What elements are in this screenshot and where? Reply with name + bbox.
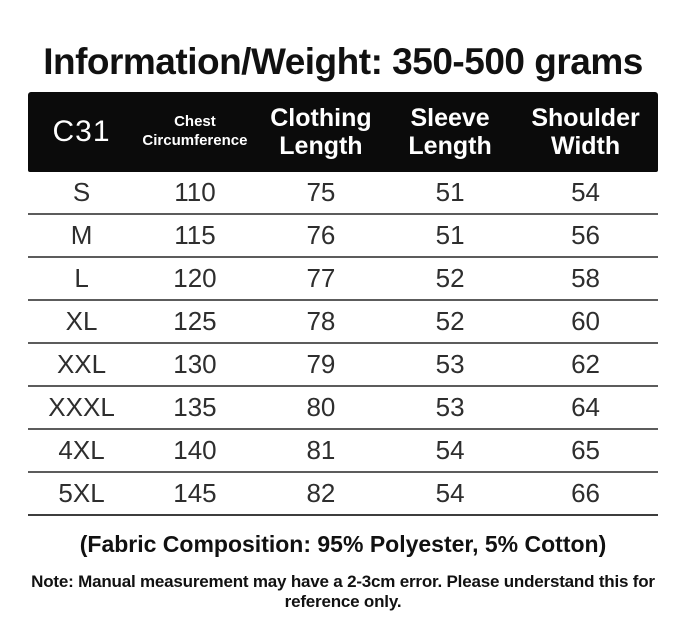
- cell-sleeve-length: 54: [435, 434, 465, 465]
- cell-sleeve-length: 53: [435, 391, 465, 422]
- cell-clothing-length: 82: [306, 477, 336, 508]
- table-row: XXL 130 79 53 62: [28, 343, 658, 386]
- cell-shoulder-width: 58: [571, 262, 600, 293]
- cell-size: S: [72, 176, 91, 207]
- cell-shoulder-width: 56: [571, 219, 600, 250]
- table-row: 4XL 140 81 54 65: [28, 429, 658, 472]
- cell-clothing-length: 76: [306, 219, 336, 250]
- col-header-sleeve-length: Sleeve Length: [387, 91, 514, 172]
- cell-sleeve-length: 52: [435, 262, 465, 293]
- cell-clothing-length: 81: [306, 434, 336, 465]
- cell-chest-circumference: 120: [173, 262, 217, 293]
- cell-clothing-length: 77: [306, 262, 336, 293]
- cell-shoulder-width: 65: [571, 434, 600, 465]
- cell-clothing-length: 78: [306, 305, 336, 336]
- cell-sleeve-length: 53: [435, 348, 465, 379]
- cell-shoulder-width: 64: [571, 391, 600, 422]
- cell-size: M: [70, 219, 93, 250]
- cell-size: 4XL: [58, 434, 105, 465]
- table-row: L 120 77 52 58: [28, 257, 658, 300]
- cell-shoulder-width: 62: [571, 348, 600, 379]
- cell-clothing-length: 79: [306, 348, 336, 379]
- cell-sleeve-length: 52: [435, 305, 465, 336]
- cell-shoulder-width: 60: [571, 305, 600, 336]
- header-row: C31 Chest Circumference Clothing Length …: [28, 91, 658, 172]
- col-header-shoulder-width: Shoulder Width: [513, 91, 658, 172]
- cell-size: XL: [65, 305, 98, 336]
- col-header-model: C31: [28, 91, 136, 172]
- cell-sleeve-length: 54: [435, 477, 465, 508]
- cell-sleeve-length: 51: [435, 219, 465, 250]
- cell-shoulder-width: 54: [571, 176, 600, 207]
- table-row: 5XL 145 82 54 66: [28, 472, 658, 515]
- cell-clothing-length: 75: [306, 176, 336, 207]
- measurement-note-text: Note: Manual measurement may have a 2-3c…: [31, 571, 655, 611]
- table-row: XL 125 78 52 60: [28, 300, 658, 343]
- cell-chest-circumference: 130: [173, 348, 217, 379]
- table-row: S 110 75 51 54: [28, 172, 658, 214]
- fabric-composition-text: (Fabric Composition: 95% Polyester, 5% C…: [79, 530, 607, 557]
- cell-chest-circumference: 115: [174, 219, 216, 250]
- page-title: Information/Weight: 350-500 grams: [43, 41, 643, 82]
- cell-chest-circumference: 125: [173, 305, 217, 336]
- cell-chest-circumference: 110: [174, 176, 216, 207]
- size-chart-table: C31 Chest Circumference Clothing Length …: [28, 91, 658, 516]
- col-header-clothing-length: Clothing Length: [254, 91, 388, 172]
- cell-size: XXL: [56, 348, 107, 379]
- cell-size: XXXL: [48, 391, 115, 422]
- cell-shoulder-width: 66: [571, 477, 600, 508]
- cell-chest-circumference: 140: [173, 434, 217, 465]
- table-header: C31 Chest Circumference Clothing Length …: [28, 91, 658, 172]
- table-row: M 115 76 51 56: [28, 214, 658, 257]
- cell-size: 5XL: [58, 477, 105, 508]
- cell-chest-circumference: 145: [173, 477, 217, 508]
- col-header-chest-circumference: Chest Circumference: [135, 91, 255, 172]
- cell-chest-circumference: 135: [173, 391, 217, 422]
- cell-sleeve-length: 51: [435, 176, 465, 207]
- cell-clothing-length: 80: [306, 391, 336, 422]
- cell-size: L: [74, 262, 89, 293]
- table-body: S 110 75 51 54 M 115 76 51 56 L 120: [28, 172, 658, 515]
- table-row: XXXL 135 80 53 64: [28, 386, 658, 429]
